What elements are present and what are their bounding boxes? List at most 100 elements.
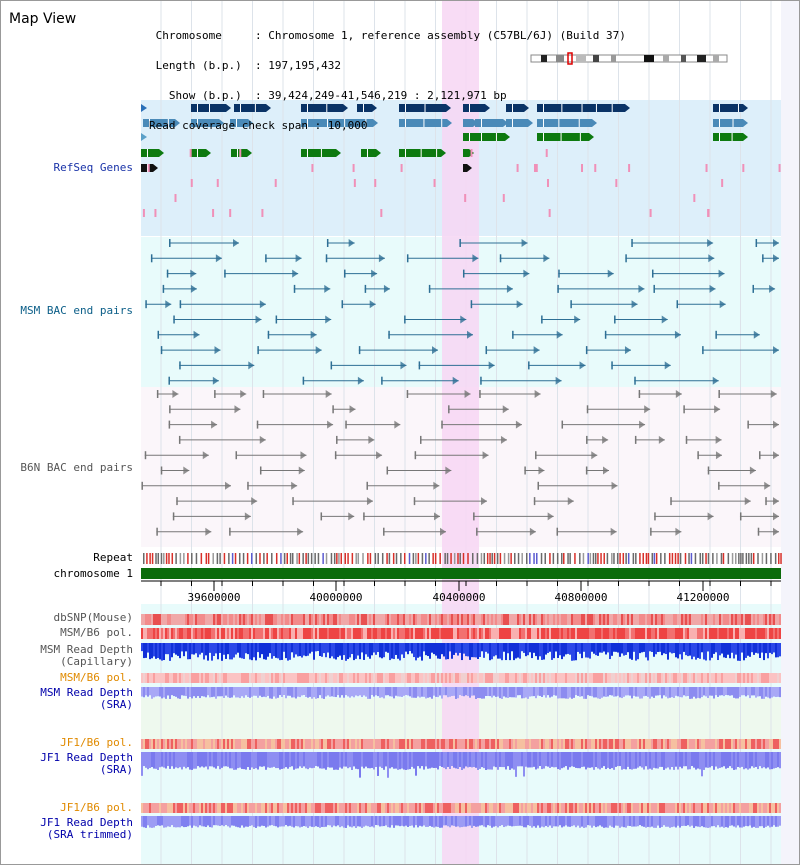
depth-bar: [633, 643, 635, 652]
polymorphism-cell: [629, 673, 631, 683]
polymorphism-cell: [335, 803, 337, 813]
polymorphism-cell: [727, 739, 729, 749]
track-label-msm-b6-pol[interactable]: MSM/B6 pol.: [60, 626, 133, 639]
polymorphism-cell: [609, 673, 611, 683]
polymorphism-cell: [713, 739, 715, 749]
bac-end-arrow: [664, 361, 671, 370]
polymorphism-cell: [685, 614, 687, 625]
depth-bar: [397, 816, 399, 826]
polymorphism-cell: [461, 803, 463, 813]
bac-end-arrow: [719, 300, 726, 309]
polymorphism-cell: [485, 614, 487, 625]
depth-bar: [193, 816, 195, 826]
track-label-repeat[interactable]: Repeat: [93, 551, 133, 564]
repeat-element: [183, 553, 185, 564]
polymorphism-cell: [405, 614, 407, 625]
depth-bar: [665, 816, 667, 827]
repeat-element: [720, 553, 723, 564]
polymorphism-cell: [541, 614, 543, 625]
polymorphism-cell: [521, 739, 523, 749]
polymorphism-cell: [671, 803, 673, 813]
polymorphism-cell: [423, 739, 425, 749]
depth-bar: [627, 643, 629, 653]
repeat-element: [421, 553, 424, 564]
polymorphism-cell: [747, 673, 749, 683]
track-label-msm-depth-sra[interactable]: MSM Read Depth (SRA): [40, 686, 133, 711]
track-label-jf1-b6-pol[interactable]: JF1/B6 pol.: [60, 736, 133, 749]
bac-end-arrow: [773, 497, 779, 506]
track-label-msm-depth-capillary[interactable]: MSM Read Depth (Capillary): [40, 643, 133, 668]
depth-bar: [775, 816, 777, 827]
repeat-element: [266, 553, 268, 564]
depth-bar: [523, 752, 525, 777]
depth-bar: [351, 816, 353, 828]
depth-bar: [575, 687, 577, 696]
polymorphism-cell: [437, 673, 439, 683]
track-label-chromosome[interactable]: chromosome 1: [53, 567, 133, 580]
bac-end: [332, 405, 334, 414]
polymorphism-cell: [687, 614, 689, 625]
depth-bar: [751, 816, 753, 828]
track-label-b6n-bac[interactable]: B6N BAC end pairs: [20, 461, 133, 474]
polymorphism-cell: [531, 614, 533, 625]
gene-intron-mark: [326, 104, 328, 112]
polymorphism-cell: [283, 739, 285, 749]
depth-bar: [707, 816, 709, 828]
polymorphism-cell: [583, 739, 585, 749]
depth-bar: [593, 687, 595, 698]
track-label-jf1-b6-pol-2[interactable]: JF1/B6 pol.: [60, 801, 133, 814]
polymorphism-cell: [341, 614, 343, 625]
depth-bar: [595, 687, 597, 698]
track-label-refseq[interactable]: RefSeq Genes: [53, 161, 133, 174]
depth-bar: [481, 816, 483, 826]
gene-model: [713, 104, 748, 112]
track-label-dbsnp[interactable]: dbSNP(Mouse): [53, 611, 133, 624]
polymorphism-cell: [591, 803, 593, 813]
depth-bar: [421, 643, 423, 661]
depth-bar: [245, 643, 247, 654]
polymorphism-cell: [145, 614, 147, 625]
depth-bar: [367, 816, 369, 827]
gene-intron-mark: [236, 119, 237, 127]
polymorphism-cell: [729, 803, 731, 813]
gene-intron-mark: [424, 104, 426, 112]
snp-mark: [615, 179, 618, 187]
depth-bar: [693, 643, 695, 657]
polymorphism-cell: [399, 803, 401, 813]
depth-bar: [779, 643, 781, 657]
depth-bar: [143, 687, 145, 698]
track-label-msm-bac[interactable]: MSM BAC end pairs: [20, 304, 133, 317]
polymorphism-cell: [621, 739, 623, 749]
polymorphism-cell: [525, 739, 527, 749]
depth-bar: [395, 752, 397, 769]
polymorphism-cell: [433, 673, 435, 683]
polymorphism-cell: [473, 628, 475, 639]
track-label-jf1-depth-trimmed[interactable]: JF1 Read Depth (SRA trimmed): [40, 816, 133, 841]
polymorphism-cell: [163, 739, 165, 749]
bac-end: [179, 361, 181, 370]
track-label-jf1-depth-sra[interactable]: JF1 Read Depth (SRA): [40, 751, 133, 776]
depth-bar: [611, 643, 613, 656]
polymorphism-cell: [439, 673, 441, 683]
polymorphism-cell: [163, 673, 165, 683]
polymorphism-cell: [281, 628, 283, 639]
bac-end: [586, 435, 588, 444]
depth-bar: [637, 816, 639, 827]
polymorphism-cell: [769, 614, 771, 625]
polymorphism-cell: [503, 739, 505, 749]
depth-bar: [311, 643, 313, 652]
msm-bac-pair: [570, 300, 638, 309]
track-label-msm-b6-pol-2[interactable]: MSM/B6 pol.: [60, 671, 133, 684]
gene-intron-mark: [441, 119, 443, 127]
polymorphism-cell: [241, 628, 243, 639]
polymorphism-cell: [741, 614, 743, 625]
polymorphism-cell: [285, 628, 287, 639]
depth-bar: [643, 752, 645, 770]
polymorphism-cell: [237, 614, 239, 625]
axis-tick-label: 40400000: [433, 591, 486, 604]
depth-bar: [391, 687, 393, 697]
depth-bar: [621, 752, 623, 770]
bac-end: [176, 497, 178, 506]
repeat-element: [716, 553, 718, 564]
